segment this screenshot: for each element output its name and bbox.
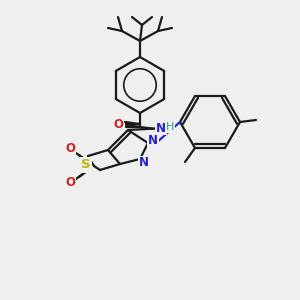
Text: N: N [148,134,158,148]
Text: N: N [139,157,149,169]
Text: O: O [113,118,123,130]
Text: O: O [65,142,75,155]
Text: N: N [156,122,166,134]
Text: O: O [65,176,75,190]
Text: S: S [81,158,91,172]
Text: H: H [166,122,174,132]
